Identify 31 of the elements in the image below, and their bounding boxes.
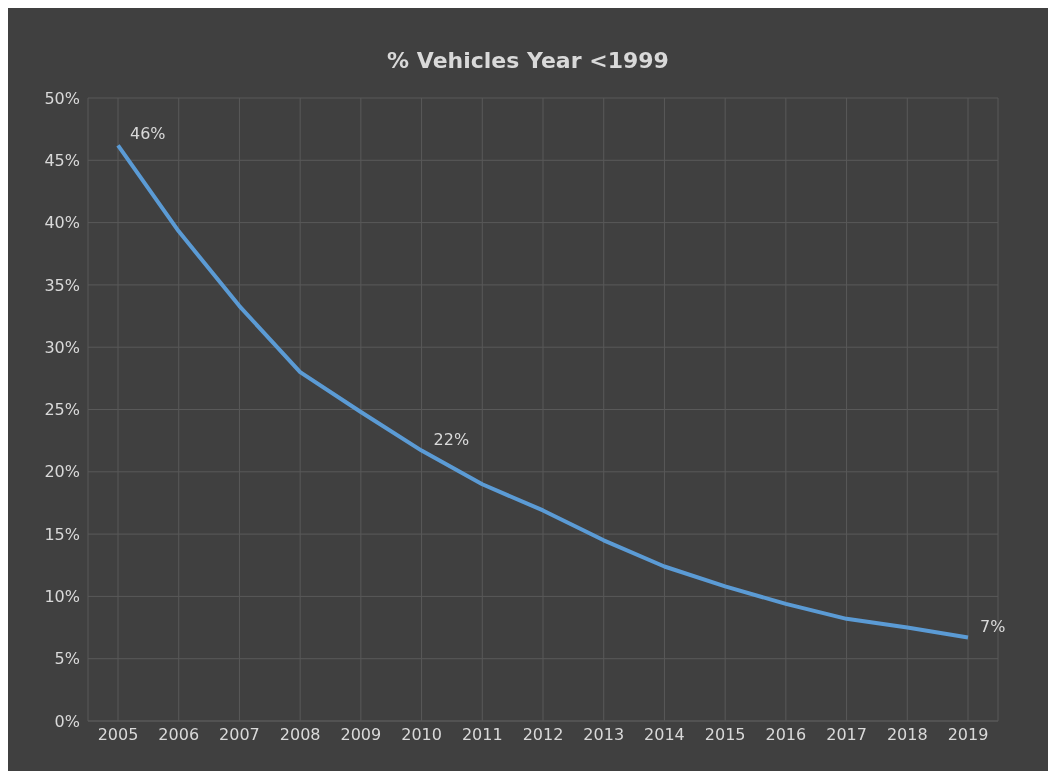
x-tick-label: 2012 [522, 725, 564, 745]
line-series [116, 143, 970, 640]
x-tick-label: 2011 [461, 725, 503, 745]
data-label: 22% [433, 429, 470, 449]
x-tick-label: 2010 [401, 725, 442, 745]
x-tick-label: 2008 [279, 725, 321, 745]
data-label: 7% [980, 616, 1006, 636]
x-tick-label: 2005 [97, 725, 139, 745]
y-tick-label: 40% [44, 213, 80, 233]
x-tick-label: 2017 [826, 725, 867, 745]
x-tick-label: 2014 [644, 725, 685, 745]
y-tick-label: 25% [44, 400, 80, 420]
y-tick-label: 15% [44, 524, 80, 544]
chart-title: % Vehicles Year <1999 [386, 47, 670, 75]
x-tick-label: 2018 [886, 725, 928, 745]
y-tick-label: 50% [44, 88, 80, 108]
data-label: 46% [130, 124, 166, 144]
y-tick-label: 0% [54, 711, 80, 731]
x-tick-label: 2019 [947, 725, 989, 745]
y-tick-label: 10% [44, 587, 80, 607]
y-tick-label: 30% [44, 337, 80, 357]
y-tick-label: 20% [44, 462, 80, 482]
y-tick-label: 5% [54, 649, 80, 669]
x-tick-label: 2009 [340, 725, 382, 745]
x-tick-label: 2016 [765, 725, 807, 745]
x-tick-label: 2006 [158, 725, 200, 745]
y-tick-label: 45% [44, 150, 80, 170]
x-tick-label: 2007 [219, 725, 260, 745]
y-tick-label: 35% [44, 275, 80, 295]
x-tick-label: 2013 [583, 725, 625, 745]
x-tick-label: 2015 [704, 725, 746, 745]
